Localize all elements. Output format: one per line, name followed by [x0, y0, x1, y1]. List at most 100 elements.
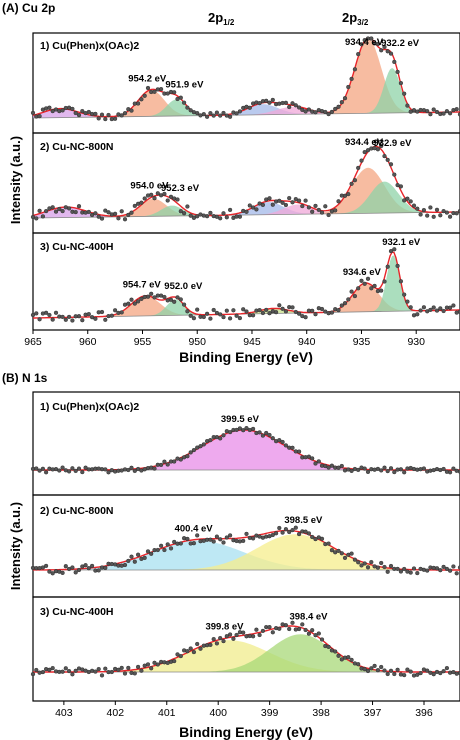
data-point: [323, 204, 328, 209]
data-point: [336, 308, 341, 313]
data-point: [277, 438, 282, 443]
data-point: [356, 286, 361, 291]
data-point: [313, 461, 318, 466]
data-point: [267, 432, 272, 438]
data-point: [313, 312, 318, 317]
data-point: [43, 470, 49, 475]
data-point: [208, 537, 213, 542]
data-point: [34, 216, 39, 221]
data-point: [395, 69, 400, 74]
data-point: [303, 109, 308, 114]
x-tick-label: 397: [364, 707, 382, 719]
data-point: [191, 448, 196, 453]
data-point: [306, 107, 311, 112]
data-point: [185, 536, 190, 541]
data-point: [221, 433, 226, 438]
data-point: [37, 113, 42, 119]
data-point: [306, 205, 311, 210]
fit-component: [33, 198, 460, 218]
data-point: [306, 454, 311, 459]
data-point: [155, 191, 160, 196]
data-point: [93, 316, 98, 321]
data-point: [80, 470, 85, 475]
data-point: [264, 98, 269, 103]
data-point: [346, 655, 351, 660]
data-point: [162, 547, 167, 553]
data-point: [388, 668, 394, 673]
data-point: [375, 565, 380, 570]
data-point: [365, 148, 371, 153]
data-point: [60, 669, 65, 674]
data-point: [441, 466, 446, 472]
data-point: [257, 100, 262, 106]
data-point: [76, 567, 82, 573]
data-point: [126, 558, 131, 563]
data-point: [231, 636, 236, 641]
data-point: [139, 200, 144, 205]
data-point: [326, 644, 331, 649]
data-point: [122, 217, 128, 222]
data-point: [211, 539, 216, 544]
data-point: [333, 649, 338, 654]
data-point: [57, 206, 62, 212]
peak-label: 399.8 eV: [205, 622, 244, 633]
data-point: [336, 199, 341, 204]
fit-component: [33, 104, 460, 118]
data-point: [89, 563, 95, 568]
data-point: [251, 313, 256, 318]
data-point: [89, 315, 95, 320]
data-point: [277, 626, 282, 631]
data-point: [175, 197, 180, 202]
data-point: [63, 564, 68, 569]
data-point: [34, 667, 39, 673]
data-point: [293, 309, 298, 315]
data-point: [260, 628, 265, 633]
data-point: [116, 667, 121, 672]
data-point: [34, 466, 39, 471]
data-point: [349, 181, 354, 186]
data-point: [283, 309, 288, 314]
data-point: [205, 114, 210, 119]
peak-label: 932.2 eV: [381, 38, 420, 49]
data-point: [66, 314, 72, 319]
data-point: [415, 109, 420, 114]
data-point: [329, 109, 334, 114]
data-point: [244, 209, 249, 214]
data-point: [103, 116, 108, 122]
data-point: [175, 652, 180, 657]
data-point: [349, 468, 354, 473]
data-point: [218, 635, 223, 641]
data-point: [392, 671, 397, 677]
data-point: [149, 551, 154, 556]
data-point: [349, 657, 354, 662]
baseline: [32, 211, 460, 219]
data-point: [303, 315, 308, 320]
data-point: [388, 249, 394, 254]
data-point: [415, 312, 420, 317]
data-point: [280, 306, 285, 311]
data-point: [342, 301, 348, 306]
data-point: [191, 541, 196, 546]
data-point: [326, 212, 331, 218]
data-point: [47, 667, 52, 672]
data-point: [70, 318, 75, 323]
data-point: [303, 198, 308, 203]
data-point: [283, 527, 288, 532]
data-point: [402, 470, 407, 475]
data-point: [454, 571, 459, 576]
data-point: [326, 465, 331, 470]
data-point: [241, 630, 246, 635]
fit-component: [33, 634, 460, 672]
data-point: [228, 533, 233, 538]
data-point: [415, 206, 420, 211]
data-point: [319, 536, 325, 541]
data-point: [234, 313, 239, 318]
data-point: [205, 214, 210, 219]
peak-label: 951.9 eV: [165, 79, 204, 90]
data-point: [418, 212, 423, 217]
data-point: [66, 469, 72, 474]
data-point: [339, 657, 344, 662]
data-point: [99, 673, 105, 678]
data-point: [444, 566, 449, 571]
data-point: [165, 198, 170, 203]
